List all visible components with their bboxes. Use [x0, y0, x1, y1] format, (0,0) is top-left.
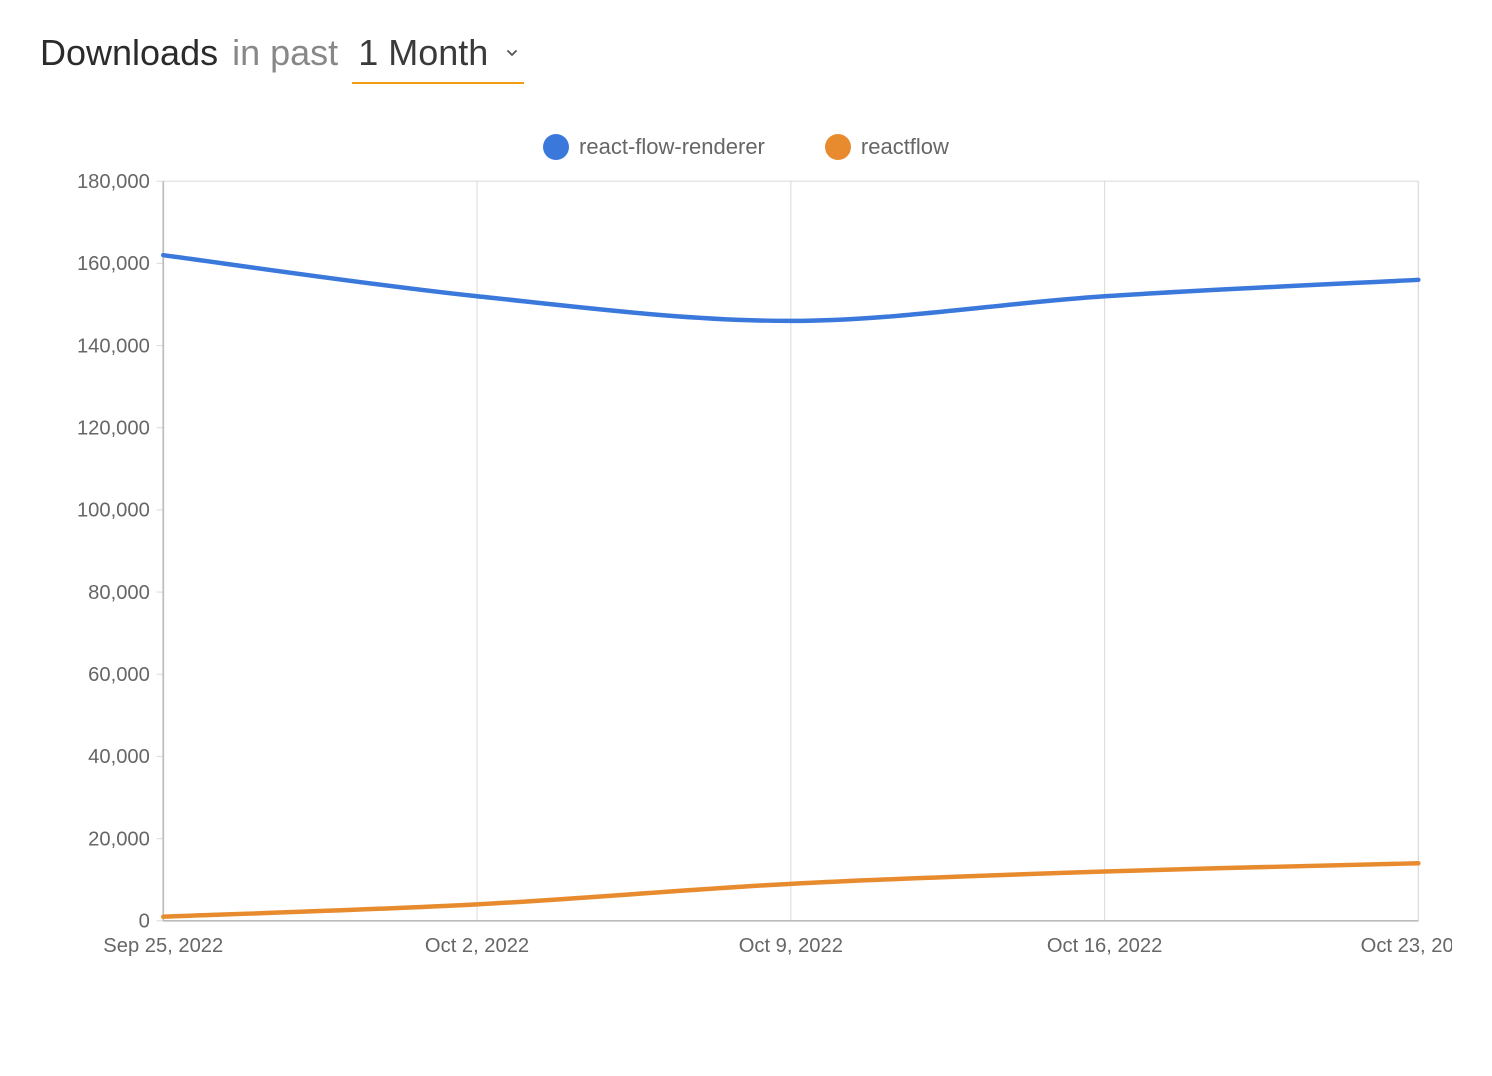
timerange-dropdown-label: 1 Month — [358, 32, 488, 74]
legend-label-0: react-flow-renderer — [579, 134, 765, 160]
chart-container: 0 20,000 40,000 60,000 80,000 100,000 120,000 1… — [40, 170, 1452, 977]
x-tick-label: Oct 9, 2022 — [739, 935, 843, 957]
title-bold: Downloads — [40, 32, 218, 74]
x-tick-label: Sep 25, 2022 — [103, 935, 223, 957]
y-tick-label: 120,000 — [77, 417, 150, 439]
y-tick-label: 40,000 — [88, 746, 150, 768]
chevron-down-icon — [506, 47, 518, 59]
chart-legend: react-flow-renderer reactflow — [40, 134, 1452, 160]
timerange-dropdown[interactable]: 1 Month — [352, 30, 524, 84]
y-tick-label: 60,000 — [88, 664, 150, 686]
x-tick-label: Oct 16, 2022 — [1047, 935, 1162, 957]
chart-header: Downloads in past 1 Month — [40, 30, 1452, 84]
y-tick-label: 140,000 — [77, 335, 150, 357]
y-tick-label: 100,000 — [77, 500, 150, 522]
legend-marker-0 — [543, 134, 569, 160]
x-tick-label: Oct 23, 2022 — [1361, 935, 1452, 957]
y-tick-label: 20,000 — [88, 828, 150, 850]
legend-item-1[interactable]: reactflow — [825, 134, 949, 160]
y-tick-label: 80,000 — [88, 582, 150, 604]
legend-label-1: reactflow — [861, 134, 949, 160]
y-tick-label: 180,000 — [77, 171, 150, 193]
y-tick-label: 0 — [139, 911, 150, 933]
legend-item-0[interactable]: react-flow-renderer — [543, 134, 765, 160]
legend-marker-1 — [825, 134, 851, 160]
title-light: in past — [232, 32, 338, 74]
downloads-line-chart: 0 20,000 40,000 60,000 80,000 100,000 120,000 1… — [40, 170, 1452, 977]
x-tick-label: Oct 2, 2022 — [425, 935, 529, 957]
y-tick-label: 160,000 — [77, 253, 150, 275]
